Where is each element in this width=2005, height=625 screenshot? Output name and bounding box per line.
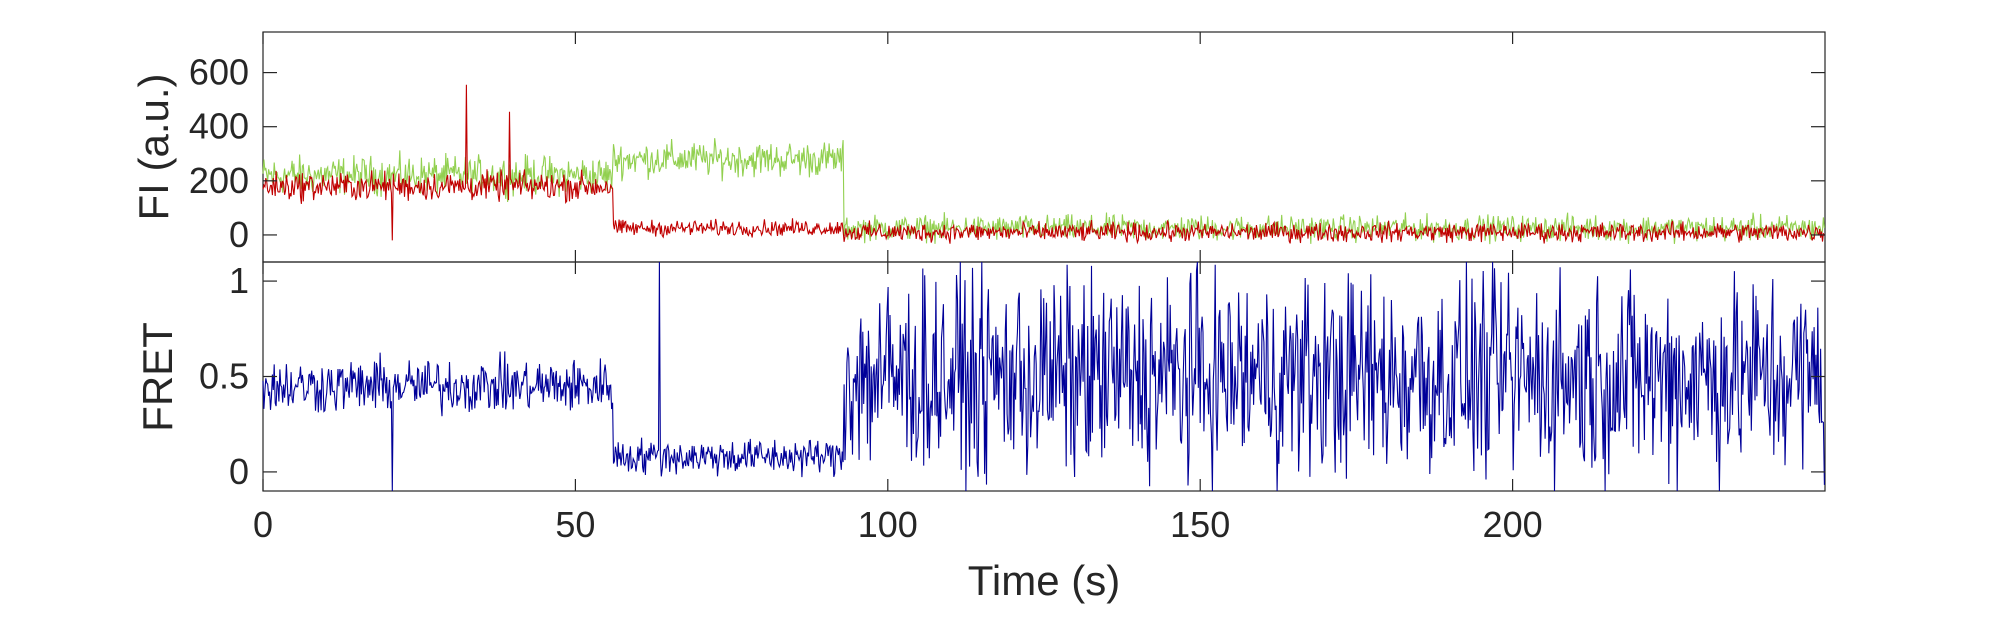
top-panel: 0 200 400 600 FI (a.u.) — [130, 31, 1826, 263]
x-tick-label: 150 — [1170, 504, 1230, 545]
top-axes-frame — [262, 31, 1826, 263]
x-tick-label: 100 — [858, 504, 918, 545]
y-tick-label: 1 — [229, 260, 249, 301]
y-tick-label: 200 — [189, 160, 249, 201]
top-series-group — [262, 32, 1825, 262]
bottom-y-axis-label: FRET — [134, 322, 181, 432]
top-y-ticks: 0 200 400 600 — [189, 52, 1825, 255]
bottom-y-ticks: 00.51 — [199, 260, 1825, 492]
series-line-1-0 — [262, 261, 1825, 492]
x-tick-label: 50 — [555, 504, 595, 545]
x-axis-label: Time (s) — [968, 557, 1120, 604]
y-tick-label: 400 — [189, 106, 249, 147]
y-tick-label: 600 — [189, 52, 249, 93]
bottom-panel: 00.51 0 50 100 150 200 FRET Time (s) — [134, 260, 1826, 604]
x-tick-label: 0 — [253, 504, 273, 545]
bottom-series-group — [262, 261, 1825, 492]
x-tick-label: 200 — [1483, 504, 1543, 545]
bottom-x-ticks: 0 50 100 150 200 — [253, 262, 1543, 545]
y-tick-label: 0.5 — [199, 356, 249, 397]
y-tick-label: 0 — [229, 451, 249, 492]
y-tick-label: 0 — [229, 214, 249, 255]
series-line-0-1 — [262, 84, 1825, 245]
top-y-axis-label: FI (a.u.) — [130, 73, 177, 220]
